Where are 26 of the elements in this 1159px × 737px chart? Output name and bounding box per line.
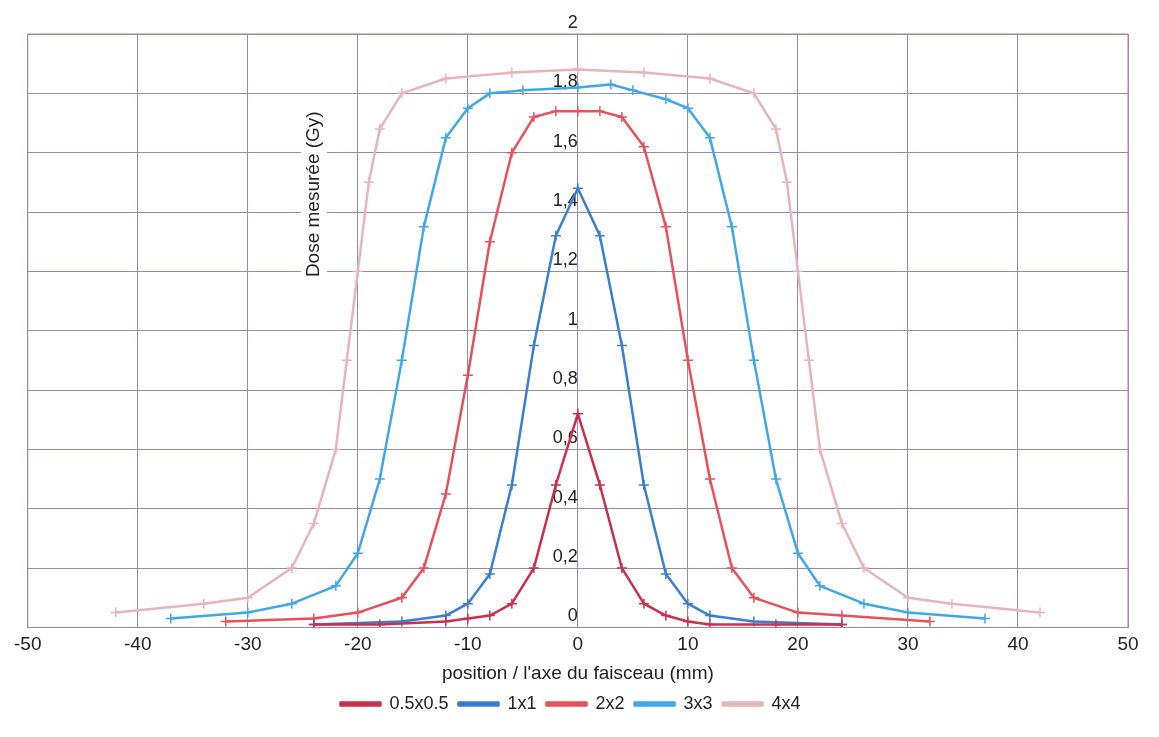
x-tick-label: 20 [787,633,809,655]
x-axis-title: position / l'axe du faisceau (mm) [441,661,714,683]
y-tick-label: 2 [567,11,578,32]
legend-label: 0.5x0.5 [389,692,449,713]
x-tick-label: -50 [14,633,42,655]
y-tick-label: 0,4 [552,486,578,507]
x-tick-label: 40 [1007,633,1029,655]
y-tick-label: 0 [567,605,578,626]
y-axis-title: Dose mesurée (Gy) [302,111,324,278]
y-tick-label: 1,8 [552,71,578,92]
y-tick-label: 0,2 [552,546,578,567]
legend-label: 2x2 [595,692,625,713]
legend-label: 1x1 [507,692,537,713]
x-tick-label: -40 [124,633,152,655]
y-tick-label: 1,2 [552,249,578,270]
x-tick-label: 50 [1117,633,1139,655]
y-tick-label: 1 [567,308,578,329]
y-tick-label: 0,8 [552,368,578,389]
legend-label: 4x4 [771,692,801,713]
x-tick-label: -10 [454,633,482,655]
x-tick-label: 30 [897,633,919,655]
legend-label: 3x3 [683,692,713,713]
y-tick-label: 1,6 [552,130,578,151]
x-tick-label: -30 [234,633,262,655]
x-tick-label: 10 [677,633,699,655]
x-tick-label: -20 [344,633,372,655]
